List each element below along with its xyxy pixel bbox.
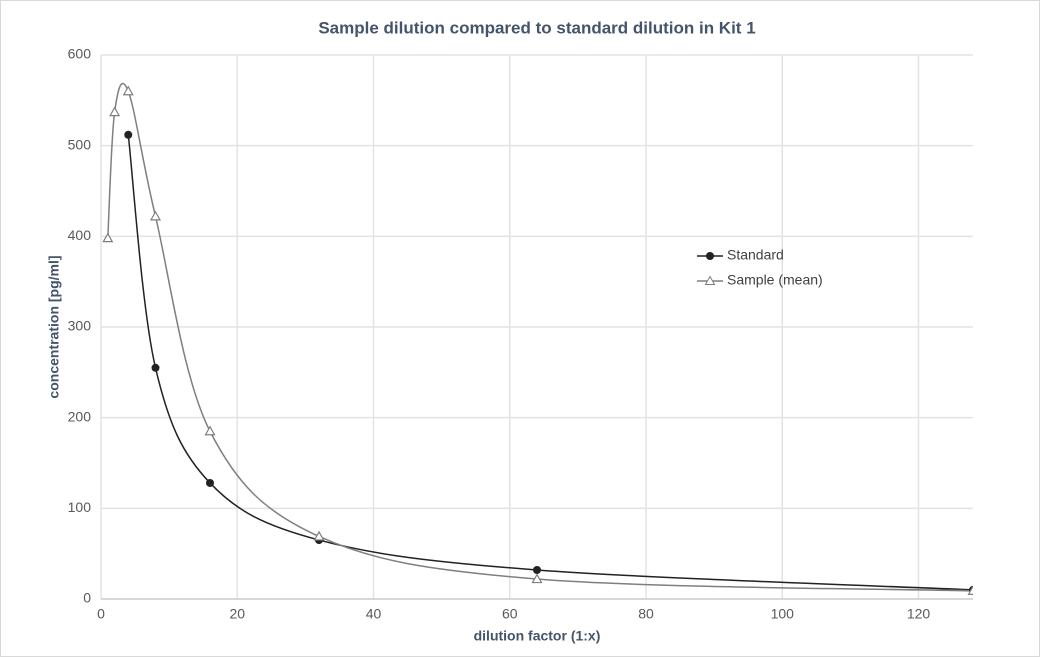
- marker: [151, 363, 160, 372]
- marker: [149, 210, 162, 221]
- marker: [531, 573, 543, 584]
- y-axis-title: concentration [pg/ml]: [46, 255, 62, 398]
- x-tick-label: 60: [502, 606, 518, 622]
- plot-area: [102, 83, 973, 595]
- legend: Standard Sample (mean): [697, 247, 823, 288]
- y-tick-label: 600: [68, 46, 92, 62]
- x-tick-label: 100: [771, 606, 795, 622]
- legend-marker: [706, 252, 714, 260]
- chart-title: Sample dilution compared to standard dil…: [318, 18, 755, 37]
- marker: [204, 425, 216, 436]
- x-tick-label: 0: [97, 606, 105, 622]
- x-tick-label: 120: [907, 606, 931, 622]
- marker: [206, 478, 214, 487]
- x-axis-title: dilution factor (1:x): [474, 628, 601, 644]
- y-tick-label: 400: [68, 227, 92, 243]
- marker: [313, 530, 325, 541]
- marker: [102, 232, 114, 243]
- y-tick-label: 200: [68, 408, 92, 424]
- legend-label: Sample (mean): [727, 272, 823, 288]
- legend-marker: [704, 275, 716, 285]
- series-line: [127, 134, 973, 591]
- marker: [109, 106, 121, 117]
- y-tick-label: 300: [68, 318, 92, 334]
- y-tick-label: 0: [83, 590, 91, 606]
- x-tick-label: 40: [366, 606, 382, 622]
- marker: [533, 565, 541, 574]
- marker: [124, 130, 133, 139]
- x-tick-label: 20: [229, 606, 245, 622]
- x-tick-label: 80: [638, 606, 654, 622]
- y-tick-label: 500: [68, 136, 92, 152]
- y-tick-label: 100: [68, 499, 92, 515]
- legend-label: Standard: [727, 247, 784, 263]
- marker: [967, 585, 973, 595]
- marker: [122, 85, 134, 96]
